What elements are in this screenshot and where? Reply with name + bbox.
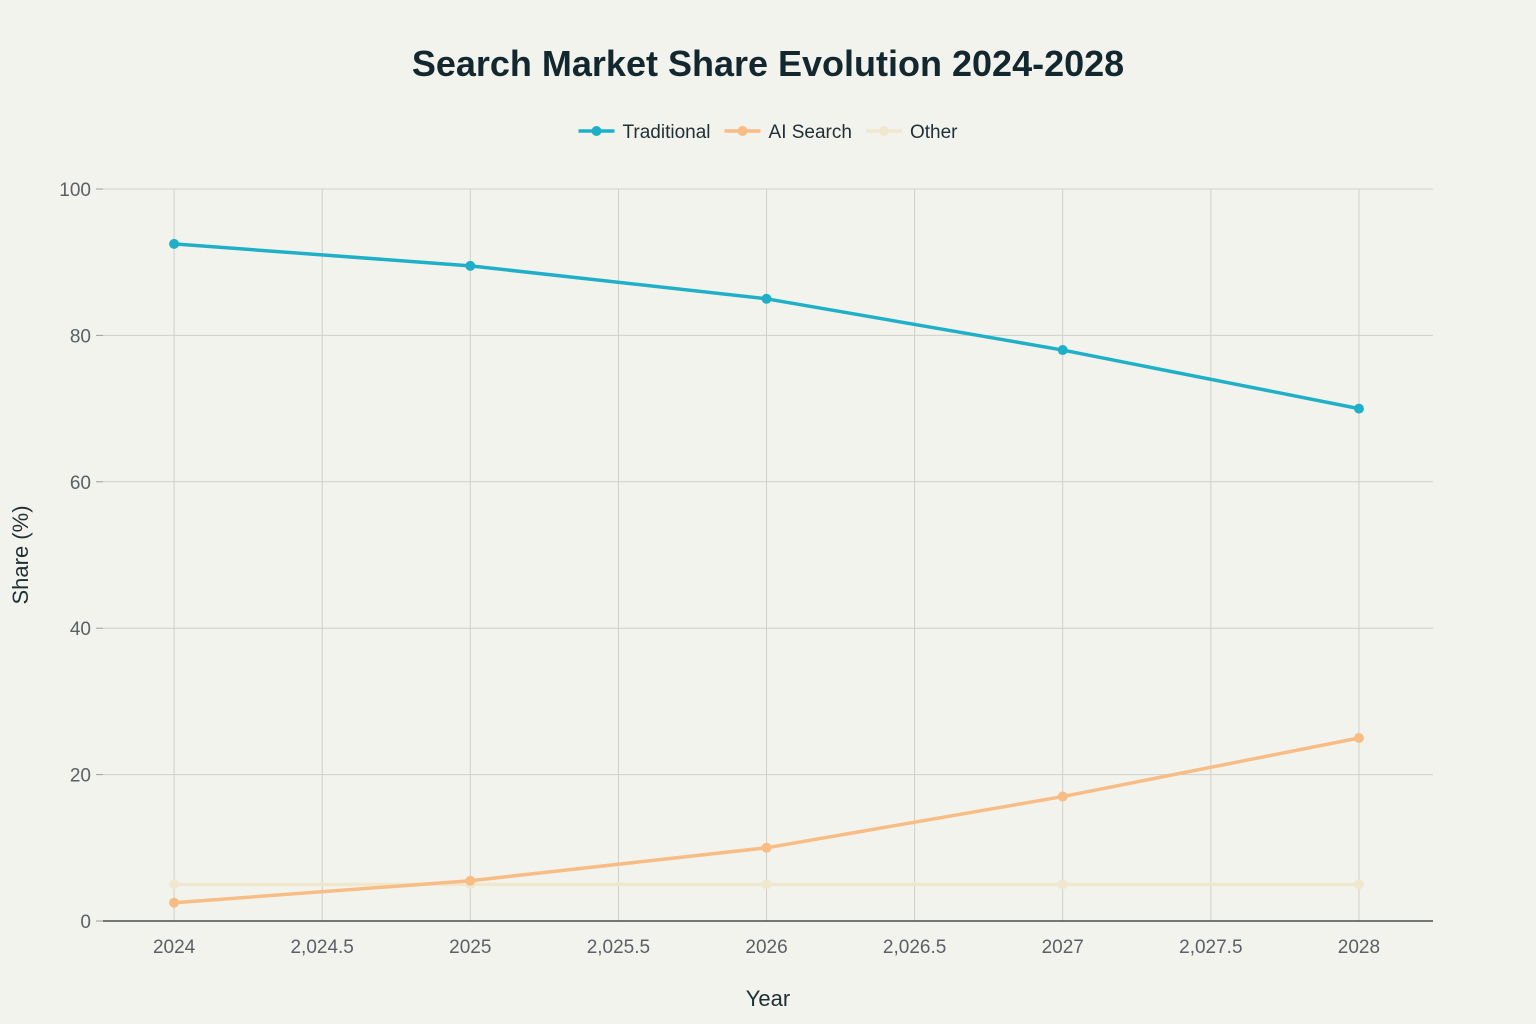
y-tick-label: 60 — [70, 473, 91, 494]
data-point[interactable] — [465, 260, 476, 271]
data-point[interactable] — [1353, 733, 1364, 743]
data-point[interactable] — [1353, 879, 1364, 890]
chart-title: Search Market Share Evolution 2024-2028 — [412, 43, 1124, 84]
data-point[interactable] — [465, 875, 476, 886]
legend-swatch-marker — [878, 126, 889, 136]
x-tick-label: 2,025.5 — [587, 937, 650, 958]
legend-label: Traditional — [623, 122, 711, 143]
series-group — [169, 238, 1364, 908]
y-axis-ticks: 0 20 40 60 80 100 — [59, 180, 103, 933]
x-tick-label: 2026 — [745, 937, 787, 958]
x-tick-label: 2025 — [449, 937, 491, 958]
legend-label: AI Search — [769, 122, 852, 143]
y-tick-label: 80 — [70, 326, 91, 347]
x-tick-label: 2024 — [153, 937, 196, 958]
series-other — [169, 879, 1364, 890]
x-tick-label: 2027 — [1042, 937, 1084, 958]
legend-item-ai-search[interactable]: AI Search — [724, 122, 852, 143]
y-tick-label: 100 — [59, 180, 91, 201]
legend: Traditional AI Search Other — [578, 122, 958, 143]
data-point[interactable] — [761, 879, 772, 890]
series-traditional — [169, 238, 1364, 414]
legend-swatch-marker — [591, 126, 602, 136]
y-axis-title: Share (%) — [8, 505, 33, 604]
y-tick-label: 0 — [80, 912, 91, 933]
x-tick-label: 2,024.5 — [290, 937, 353, 958]
x-tick-label: 2,026.5 — [883, 937, 946, 958]
y-tick-label: 20 — [70, 766, 91, 787]
legend-label: Other — [910, 122, 958, 143]
data-point[interactable] — [761, 293, 772, 304]
grid — [103, 188, 1433, 921]
x-tick-label: 2028 — [1338, 937, 1380, 958]
data-point[interactable] — [169, 897, 180, 908]
legend-item-traditional[interactable]: Traditional — [578, 122, 711, 143]
data-point[interactable] — [169, 879, 180, 890]
legend-swatch-marker — [737, 126, 748, 136]
data-point[interactable] — [1057, 791, 1068, 802]
data-point[interactable] — [1353, 403, 1364, 414]
data-point[interactable] — [1057, 879, 1068, 890]
series-ai-search — [169, 733, 1364, 908]
x-axis-title: Year — [746, 986, 790, 1011]
data-point[interactable] — [169, 238, 180, 249]
data-point[interactable] — [1057, 345, 1068, 356]
y-tick-label: 40 — [70, 619, 91, 640]
data-point[interactable] — [761, 842, 772, 853]
x-tick-label: 2,027.5 — [1179, 937, 1242, 958]
x-axis-ticks: 2024 2,024.5 2025 2,025.5 2026 2,026.5 2027 2,0… — [153, 937, 1380, 958]
legend-item-other[interactable]: Other — [865, 122, 958, 143]
